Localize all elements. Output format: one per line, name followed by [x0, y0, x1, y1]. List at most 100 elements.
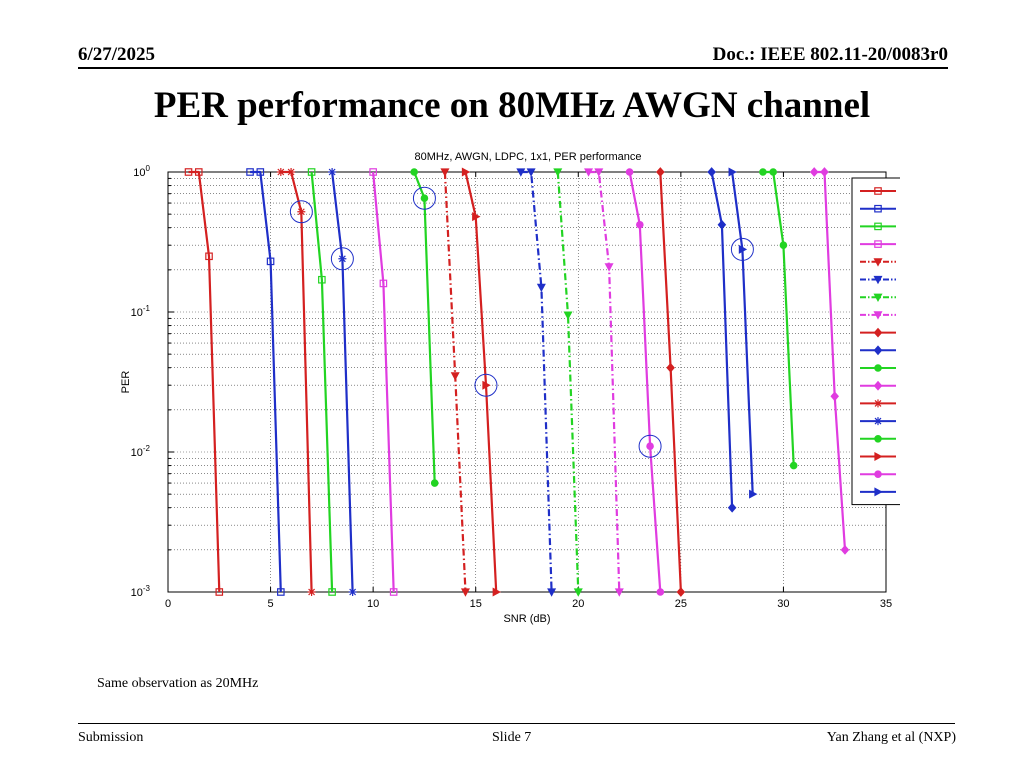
- legend-marker-mcs1: [874, 204, 882, 213]
- series-line-mcs3: [372, 171, 395, 593]
- data-point-mcs13: [348, 588, 357, 596]
- x-tick-label: 0: [165, 598, 171, 610]
- data-point-mcs7: [614, 588, 624, 597]
- series-mcs9: [707, 167, 737, 513]
- header-date: 6/27/2025: [78, 44, 156, 65]
- data-point-mcs0: [205, 252, 213, 261]
- data-point-mcs1: [277, 588, 285, 596]
- grid: [168, 172, 886, 592]
- data-point-mcs17: [728, 167, 737, 177]
- data-point-mcs3: [389, 588, 398, 596]
- data-point-mcs15: [472, 212, 481, 222]
- legend-marker-mcs7: [873, 311, 883, 320]
- series-line-mcs15: [464, 171, 498, 593]
- series-mcs11: [809, 167, 850, 555]
- legend-marker-mcs0: [874, 187, 882, 195]
- legend-marker-mcs17: [874, 487, 883, 497]
- data-point-mcs9: [717, 219, 727, 230]
- series-line-mcs17: [731, 171, 754, 495]
- data-point-mcs11: [820, 167, 829, 177]
- x-tick-label: 25: [675, 598, 687, 610]
- data-point-mcs17: [738, 244, 748, 254]
- data-point-mcs16: [625, 168, 634, 176]
- legend-marker-mcs9: [873, 345, 883, 356]
- data-point-mcs13: [338, 254, 347, 263]
- series-mcs16: [625, 168, 665, 596]
- data-point-mcs11: [809, 167, 819, 177]
- data-point-mcs10: [789, 461, 798, 470]
- data-point-mcs7: [604, 263, 614, 272]
- data-point-mcs4: [450, 372, 460, 381]
- series-line-mcs10: [762, 170, 795, 466]
- series-mcs6: [553, 168, 583, 597]
- series-line-mcs4: [443, 171, 467, 593]
- series-line-mcs5: [520, 170, 553, 593]
- annotations: [289, 186, 754, 458]
- data-point-mcs13: [328, 168, 337, 176]
- series-mcs7: [584, 168, 624, 597]
- data-point-mcs8: [666, 362, 675, 373]
- data-point-mcs9: [727, 502, 737, 513]
- data-point-mcs12: [297, 207, 306, 216]
- header-doc-id: Doc.: IEEE 802.11-20/0083r0: [712, 44, 948, 65]
- data-point-mcs7: [584, 168, 594, 177]
- series-mcs5: [516, 168, 557, 597]
- annotation-circle: [474, 373, 498, 397]
- data-point-mcs14: [430, 479, 439, 487]
- data-point-mcs15: [492, 587, 501, 597]
- data-point-mcs1: [266, 257, 275, 266]
- legend-marker-mcs13: [874, 417, 882, 426]
- legend-marker-mcs4: [873, 258, 883, 267]
- series-line-mcs13: [331, 171, 354, 593]
- data-point-mcs6: [563, 311, 573, 320]
- legend-marker-mcs6: [873, 293, 883, 302]
- data-point-mcs1: [256, 168, 265, 176]
- legend-marker-mcs10: [874, 364, 882, 372]
- chart-title: 80MHz, AWGN, LDPC, 1x1, PER performance: [415, 151, 642, 163]
- data-point-mcs0: [194, 168, 203, 176]
- series-mcs8: [656, 167, 686, 597]
- observation-note: Same observation as 20MHz: [97, 676, 259, 691]
- series-mcs12: [276, 168, 316, 596]
- data-point-mcs3: [369, 168, 377, 176]
- data-point-mcs15: [482, 380, 491, 390]
- data-point-mcs4: [460, 588, 470, 597]
- series-mcs1: [246, 168, 285, 596]
- y-tick-label: 10-3: [131, 584, 151, 599]
- data-point-mcs7: [594, 168, 604, 177]
- legend-marker-mcs15: [874, 451, 883, 462]
- series-mcs15: [461, 167, 501, 597]
- data-point-mcs15: [461, 167, 471, 177]
- series-line-mcs16: [628, 171, 662, 593]
- series-mcs2: [307, 168, 336, 596]
- legend-marker-mcs16: [874, 470, 882, 479]
- y-axis-label: PER: [120, 371, 132, 394]
- series-line-mcs7: [588, 170, 621, 593]
- axis-ticks: 0 5 10 15 20 25 30 35 100 10-1 10-2 10-3: [131, 164, 893, 610]
- data-point-mcs16: [646, 442, 654, 451]
- data-point-mcs0: [215, 588, 224, 596]
- legend-marker-mcs12: [874, 399, 882, 408]
- annotation-circle: [412, 186, 436, 210]
- plot-frame: [167, 171, 887, 593]
- data-point-mcs5: [516, 168, 526, 177]
- x-tick-label: 5: [268, 598, 274, 610]
- legend-marker-mcs14: [874, 434, 882, 443]
- x-axis-label: SNR (dB): [503, 613, 550, 625]
- data-point-mcs16: [636, 220, 644, 229]
- data-point-mcs11: [830, 391, 840, 402]
- annotation-circle: [330, 247, 354, 271]
- series-line-mcs8: [659, 171, 682, 593]
- data-point-mcs5: [536, 283, 546, 293]
- data-point-mcs17: [749, 489, 758, 499]
- header-rule: [78, 67, 948, 69]
- data-point-mcs2: [307, 168, 316, 176]
- series-mcs10: [759, 168, 798, 470]
- x-tick-label: 30: [777, 598, 789, 610]
- data-point-mcs5: [547, 588, 557, 597]
- annotation-circle: [730, 237, 754, 261]
- legend-marker-mcs3: [874, 240, 882, 248]
- series-mcs0: [184, 168, 224, 596]
- series-line-mcs12: [280, 170, 313, 593]
- x-tick-label: 35: [880, 598, 892, 610]
